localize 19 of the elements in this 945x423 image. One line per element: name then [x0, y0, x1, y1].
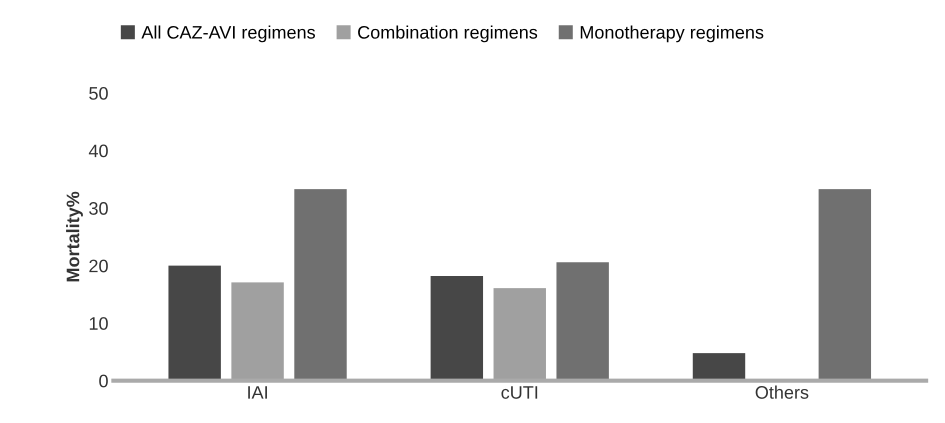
bar — [430, 276, 484, 381]
y-tick-label: 10 — [90, 317, 108, 330]
x-tick-label: cUTI — [501, 386, 538, 399]
y-tick-label: 40 — [88, 144, 108, 158]
bar — [556, 262, 609, 381]
y-tick-label: 30 — [89, 202, 108, 215]
y-tick-label: 50 — [89, 86, 108, 100]
y-tick-label: 0 — [99, 374, 108, 388]
bar — [168, 266, 221, 381]
y-axis-title: Mortality% — [66, 192, 83, 282]
x-tick-label: Others — [756, 386, 808, 399]
x-tick-label: IAI — [248, 386, 267, 399]
bar — [294, 189, 347, 381]
bar — [818, 189, 872, 381]
legend-label: Monotherapy regimens — [580, 25, 764, 42]
bar — [692, 353, 746, 381]
legend-label: All CAZ-AVI regimens — [141, 25, 315, 42]
legend-label: Combination regimens — [358, 25, 538, 42]
y-tick-label: 20 — [89, 260, 108, 272]
